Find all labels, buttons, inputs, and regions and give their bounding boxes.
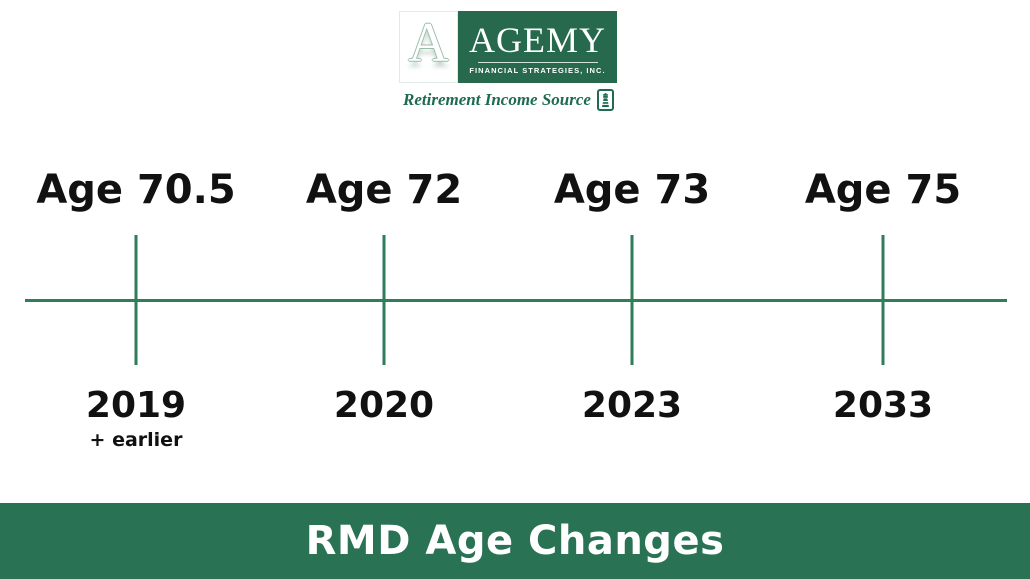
timeline-tick [881, 235, 885, 365]
timeline-tick [382, 235, 386, 365]
title-banner: RMD Age Changes [0, 503, 1030, 579]
logo-monogram-box: A [399, 11, 458, 83]
timeline-tick [134, 235, 138, 365]
logo-wordmark-box: AGEMY FINANCIAL STRATEGIES, INC. [458, 11, 617, 83]
logo-tagline-row: Retirement Income Source [399, 89, 618, 111]
logo-tagline: Retirement Income Source [403, 90, 591, 109]
logo-company-subtitle: FINANCIAL STRATEGIES, INC. [469, 66, 606, 75]
lighthouse-icon [596, 89, 614, 111]
logo-company-name: AGEMY [469, 20, 606, 60]
year-label: 2020 [333, 385, 435, 426]
timeline-tick [630, 235, 634, 365]
page-title: RMD Age Changes [305, 518, 725, 564]
year-label: 2019 [85, 385, 187, 426]
timeline-axis-line [25, 299, 1007, 302]
age-label: Age 73 [553, 167, 711, 213]
logo-divider [477, 62, 598, 63]
company-logo: A AGEMY FINANCIAL STRATEGIES, INC. [399, 11, 617, 83]
year-label: 2023 [581, 385, 683, 426]
age-label: Age 70.5 [36, 167, 236, 213]
year-note-label: + earlier [89, 429, 183, 451]
year-label: 2033 [832, 385, 934, 426]
age-label: Age 72 [305, 167, 463, 213]
age-label: Age 75 [804, 167, 962, 213]
logo-a-monogram-icon: A [408, 12, 449, 74]
